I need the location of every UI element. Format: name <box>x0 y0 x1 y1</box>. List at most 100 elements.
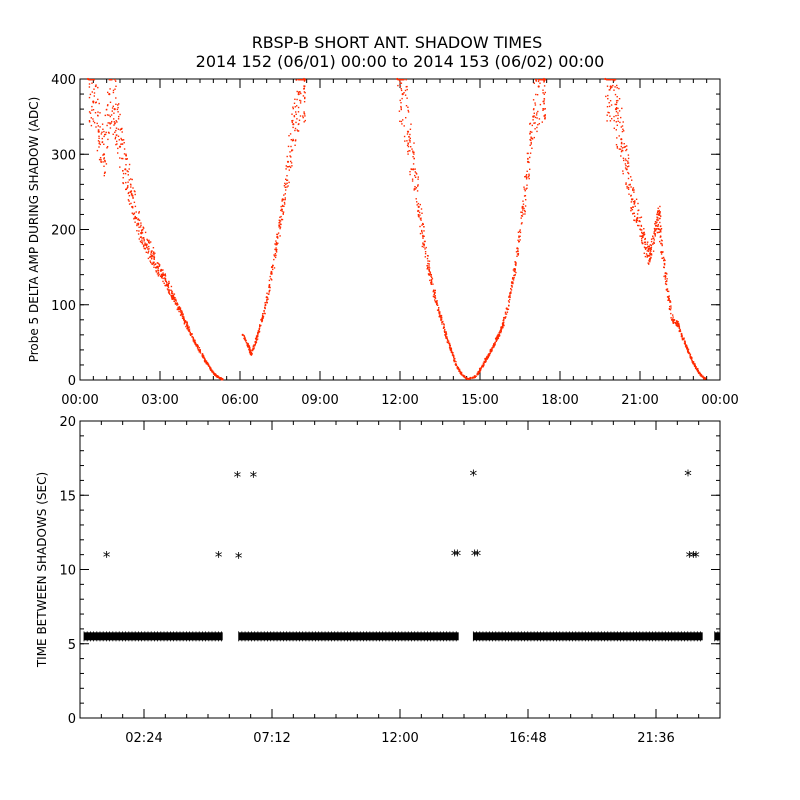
data-point <box>514 261 516 263</box>
data-point <box>654 233 656 235</box>
data-point <box>128 203 131 205</box>
data-point <box>479 369 481 372</box>
data-point <box>689 356 692 358</box>
data-point <box>98 146 100 148</box>
data-point <box>265 296 268 299</box>
data-point <box>516 255 518 257</box>
data-point <box>542 92 544 94</box>
data-point <box>528 161 530 164</box>
data-point <box>114 123 116 125</box>
data-point <box>108 114 110 116</box>
data-point <box>471 377 473 379</box>
data-point <box>535 93 537 96</box>
data-point <box>647 262 649 264</box>
data-point <box>440 314 443 317</box>
data-point <box>404 89 407 92</box>
data-point <box>413 188 416 190</box>
data-point <box>144 247 146 250</box>
data-point <box>609 100 612 102</box>
data-point <box>102 153 106 156</box>
data-point <box>141 237 143 239</box>
data-point <box>453 359 455 361</box>
data-point: * <box>103 548 111 566</box>
data-point <box>625 159 627 162</box>
data-point <box>137 224 140 226</box>
data-point <box>109 79 112 81</box>
data-point <box>639 228 641 231</box>
data-point <box>437 308 440 311</box>
data-point <box>683 338 685 341</box>
x-tick-label: 15:00 <box>461 393 498 408</box>
data-point <box>134 217 138 220</box>
data-point <box>514 268 516 270</box>
data-point <box>453 358 456 360</box>
data-point <box>627 171 629 174</box>
data-point <box>122 182 124 184</box>
data-point <box>440 319 442 322</box>
data-point <box>675 324 678 326</box>
data-point <box>144 231 147 234</box>
data-point <box>430 274 432 276</box>
data-point <box>192 336 194 339</box>
data-point <box>679 328 681 331</box>
data-point <box>496 335 499 337</box>
data-point <box>112 105 114 107</box>
data-point <box>417 214 420 216</box>
data-point <box>694 366 697 368</box>
data-point <box>264 306 266 309</box>
data-point <box>639 220 641 223</box>
data-point <box>407 153 409 155</box>
data-point <box>641 235 644 239</box>
data-point <box>243 337 245 340</box>
data-point <box>626 166 629 168</box>
data-point <box>157 275 160 277</box>
data-point <box>409 137 411 139</box>
data-point <box>254 337 258 340</box>
data-point <box>284 186 286 188</box>
data-point <box>497 337 500 340</box>
data-point <box>622 170 624 172</box>
data-point <box>660 251 663 254</box>
data-point <box>134 193 136 196</box>
data-point <box>631 208 634 211</box>
data-point <box>460 372 463 376</box>
data-point <box>633 189 635 191</box>
data-point <box>295 121 297 124</box>
data-point <box>192 340 195 342</box>
data-point <box>411 180 414 182</box>
data-point <box>88 83 91 85</box>
data-point <box>534 122 536 124</box>
data-point <box>122 170 124 172</box>
data-point <box>183 316 185 318</box>
data-point <box>401 97 403 100</box>
data-point <box>509 292 511 294</box>
data-point <box>297 79 299 81</box>
data-point <box>459 369 461 371</box>
data-point <box>260 318 263 321</box>
data-point <box>523 209 526 212</box>
data-point <box>433 289 435 292</box>
data-point <box>288 169 290 171</box>
data-point <box>115 129 117 132</box>
data-point <box>104 160 106 162</box>
data-point <box>543 103 545 105</box>
data-point <box>657 213 660 216</box>
data-point <box>278 219 280 221</box>
data-point <box>498 334 501 336</box>
data-point <box>457 367 460 369</box>
data-point <box>534 116 537 119</box>
data-point <box>450 347 452 349</box>
data-point <box>520 211 522 213</box>
data-point <box>627 160 629 162</box>
data-point <box>650 253 653 255</box>
data-point <box>484 357 487 360</box>
data-point <box>443 324 445 326</box>
data-point <box>106 124 108 127</box>
data-point <box>533 82 535 84</box>
data-point <box>542 89 544 91</box>
data-point <box>214 374 218 377</box>
data-point <box>620 138 623 141</box>
data-point <box>277 242 279 244</box>
data-point <box>150 241 152 243</box>
data-point <box>413 142 415 144</box>
